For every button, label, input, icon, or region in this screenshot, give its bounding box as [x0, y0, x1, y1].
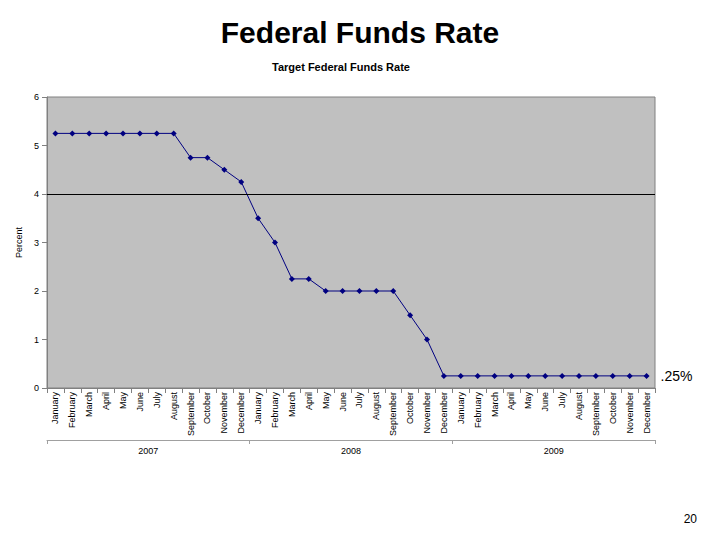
svg-text:September: September	[591, 392, 601, 436]
svg-text:5: 5	[34, 141, 39, 151]
svg-text:March: March	[84, 392, 94, 417]
svg-text:March: March	[490, 392, 500, 417]
svg-text:June: June	[540, 392, 550, 412]
svg-text:0: 0	[34, 383, 39, 393]
svg-text:.25%: .25%	[661, 368, 693, 384]
svg-text:February: February	[67, 392, 77, 429]
svg-text:January: January	[50, 392, 60, 425]
svg-text:August: August	[574, 392, 584, 421]
svg-text:December: December	[439, 392, 449, 434]
svg-text:May: May	[523, 392, 533, 410]
svg-text:April: April	[506, 392, 516, 410]
svg-text:August: August	[169, 392, 179, 421]
svg-text:August: August	[371, 392, 381, 421]
svg-text:November: November	[219, 392, 229, 434]
svg-text:October: October	[405, 392, 415, 424]
svg-text:July: July	[354, 392, 364, 409]
svg-text:May: May	[118, 392, 128, 410]
svg-text:October: October	[202, 392, 212, 424]
svg-text:November: November	[422, 392, 432, 434]
svg-text:January: January	[456, 392, 466, 425]
svg-text:Federal Funds Rate: Federal Funds Rate	[221, 16, 499, 49]
svg-text:July: July	[152, 392, 162, 409]
svg-text:June: June	[135, 392, 145, 412]
svg-text:March: March	[287, 392, 297, 417]
svg-text:January: January	[253, 392, 263, 425]
svg-text:December: December	[642, 392, 652, 434]
svg-text:February: February	[270, 392, 280, 429]
svg-text:February: February	[473, 392, 483, 429]
svg-text:September: September	[186, 392, 196, 436]
svg-text:April: April	[304, 392, 314, 410]
svg-text:July: July	[557, 392, 567, 409]
svg-text:3: 3	[34, 238, 39, 248]
svg-text:December: December	[236, 392, 246, 434]
svg-text:4: 4	[34, 189, 39, 199]
svg-text:2009: 2009	[544, 446, 564, 456]
svg-text:Target Federal Funds Rate: Target Federal Funds Rate	[272, 61, 410, 73]
svg-text:2008: 2008	[341, 446, 361, 456]
svg-text:November: November	[625, 392, 635, 434]
svg-text:June: June	[338, 392, 348, 412]
svg-text:1: 1	[34, 335, 39, 345]
svg-text:May: May	[321, 392, 331, 410]
svg-text:Percent: Percent	[14, 226, 24, 258]
svg-text:6: 6	[34, 92, 39, 102]
svg-text:September: September	[388, 392, 398, 436]
svg-text:2: 2	[34, 286, 39, 296]
svg-text:October: October	[608, 392, 618, 424]
svg-text:20: 20	[684, 512, 698, 526]
svg-text:April: April	[101, 392, 111, 410]
svg-text:2007: 2007	[138, 446, 158, 456]
